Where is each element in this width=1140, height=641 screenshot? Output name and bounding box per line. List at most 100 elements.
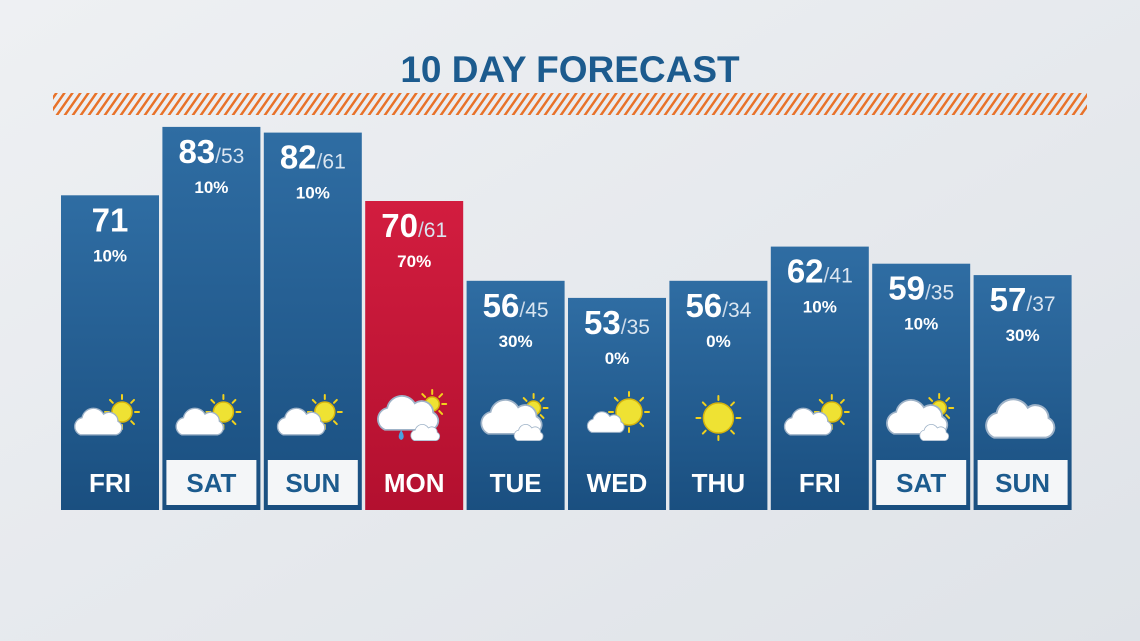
high-temp: 56 (483, 287, 520, 324)
precip-chance: 10% (904, 315, 938, 334)
day-label: TUE (490, 468, 542, 498)
day-label: SAT (186, 468, 236, 498)
day-label: FRI (799, 468, 841, 498)
day-label-box (166, 460, 257, 505)
sun-ray (539, 414, 545, 419)
sun-ray (438, 410, 444, 415)
cloud-icon (377, 395, 440, 431)
sun-icon (695, 395, 742, 441)
sun-ray (311, 398, 317, 404)
high-temp: 59 (888, 270, 925, 307)
cloud-shape (783, 407, 833, 436)
sun-ray (945, 414, 951, 419)
temperature-bar (365, 201, 464, 510)
cloud-shape (377, 395, 440, 431)
sun-ray (701, 429, 707, 435)
day-label: SAT (896, 468, 946, 498)
sun-ray (522, 397, 528, 402)
day-column: 82/61 10% SUN (263, 132, 362, 510)
sun-ray (839, 398, 845, 404)
temperature-bar (263, 132, 362, 510)
cloud-shape (410, 424, 441, 442)
cloud-icon (586, 411, 625, 433)
day-column: 57/37 30% SUN (973, 275, 1072, 510)
temperature: 59/35 (888, 270, 954, 307)
sun-ray (818, 398, 824, 404)
precip-chance: 10% (296, 184, 330, 203)
temperature-bar (770, 246, 869, 510)
temp-separator: / (418, 219, 424, 242)
day-column: 62/41 10% FRI (770, 246, 869, 510)
precip-chance: 0% (706, 332, 731, 351)
temperature-bar (61, 195, 159, 511)
temp-separator: / (925, 282, 931, 305)
sun-ray (639, 422, 645, 428)
day-label: SUN (285, 468, 340, 498)
precip-chance: 10% (93, 246, 127, 265)
temperature: 83/53 (178, 133, 244, 170)
low-temp: 61 (322, 151, 345, 174)
sun-disc (615, 398, 643, 426)
day-column: 59/35 10% SAT (872, 263, 971, 510)
low-temp: 41 (829, 265, 852, 288)
precip-chance: 70% (397, 252, 431, 271)
sun-ray (231, 398, 237, 404)
day-column: 70/61 70% MON (365, 201, 464, 510)
cloud-icon (175, 407, 224, 436)
high-temp: 56 (685, 287, 722, 324)
sun-ray (730, 429, 735, 435)
low-temp: 45 (525, 299, 548, 322)
sun-ray (231, 420, 237, 426)
cloud-shape (175, 407, 224, 436)
temp-separator: / (215, 145, 221, 168)
low-temp: 37 (1032, 293, 1055, 316)
high-temp: 82 (280, 139, 317, 176)
high-temp: 62 (787, 253, 824, 290)
temperature: 71 (92, 201, 129, 238)
cloud-icon (74, 407, 123, 436)
cloud-icon (276, 407, 326, 436)
low-temp: 34 (728, 299, 752, 322)
day-column: 56/45 30% TUE (466, 280, 565, 510)
sun-ray (130, 398, 136, 404)
temperature: 57/37 (990, 281, 1056, 318)
low-temp: 53 (221, 145, 244, 168)
temperature: 56/45 (483, 287, 549, 324)
sun-ray (130, 420, 136, 426)
day-label: FRI (89, 468, 131, 498)
sun-ray (421, 393, 427, 398)
day-label-box (876, 460, 967, 505)
temperature-bar (162, 126, 261, 511)
temp-separator: / (722, 299, 728, 322)
low-temp: 61 (424, 219, 447, 242)
cloud-icon (919, 424, 950, 442)
temp-separator: / (824, 265, 830, 288)
temperature-bar (568, 297, 666, 510)
day-column: 83/53 10% SAT (162, 126, 261, 511)
sun-ray (332, 398, 338, 404)
sun-ray (108, 398, 114, 404)
high-temp: 57 (990, 281, 1027, 318)
divider-stripe (53, 93, 1087, 115)
sun-icon (608, 391, 650, 433)
cloud-shape (74, 407, 123, 436)
cloud-icon (985, 398, 1056, 439)
temperature: 53/35 (584, 304, 650, 341)
raindrop (398, 430, 404, 440)
low-temp: 35 (931, 282, 954, 305)
day-columns: 7110%FRI83/5310%SAT82/6110%SUN70/6170%MO… (61, 126, 1072, 511)
sun-ray (839, 420, 845, 426)
sun-ray (928, 397, 934, 402)
cloud-shape (985, 398, 1056, 439)
temp-separator: / (317, 151, 323, 174)
sun-ray (945, 397, 951, 402)
temperature: 82/61 (280, 139, 346, 176)
day-label: WED (587, 468, 648, 498)
precip-chance: 0% (605, 349, 630, 368)
cloud-icon (410, 424, 441, 442)
cloud-icon (783, 407, 833, 436)
precip-chance: 30% (499, 332, 533, 351)
precip-chance: 30% (1006, 326, 1040, 345)
